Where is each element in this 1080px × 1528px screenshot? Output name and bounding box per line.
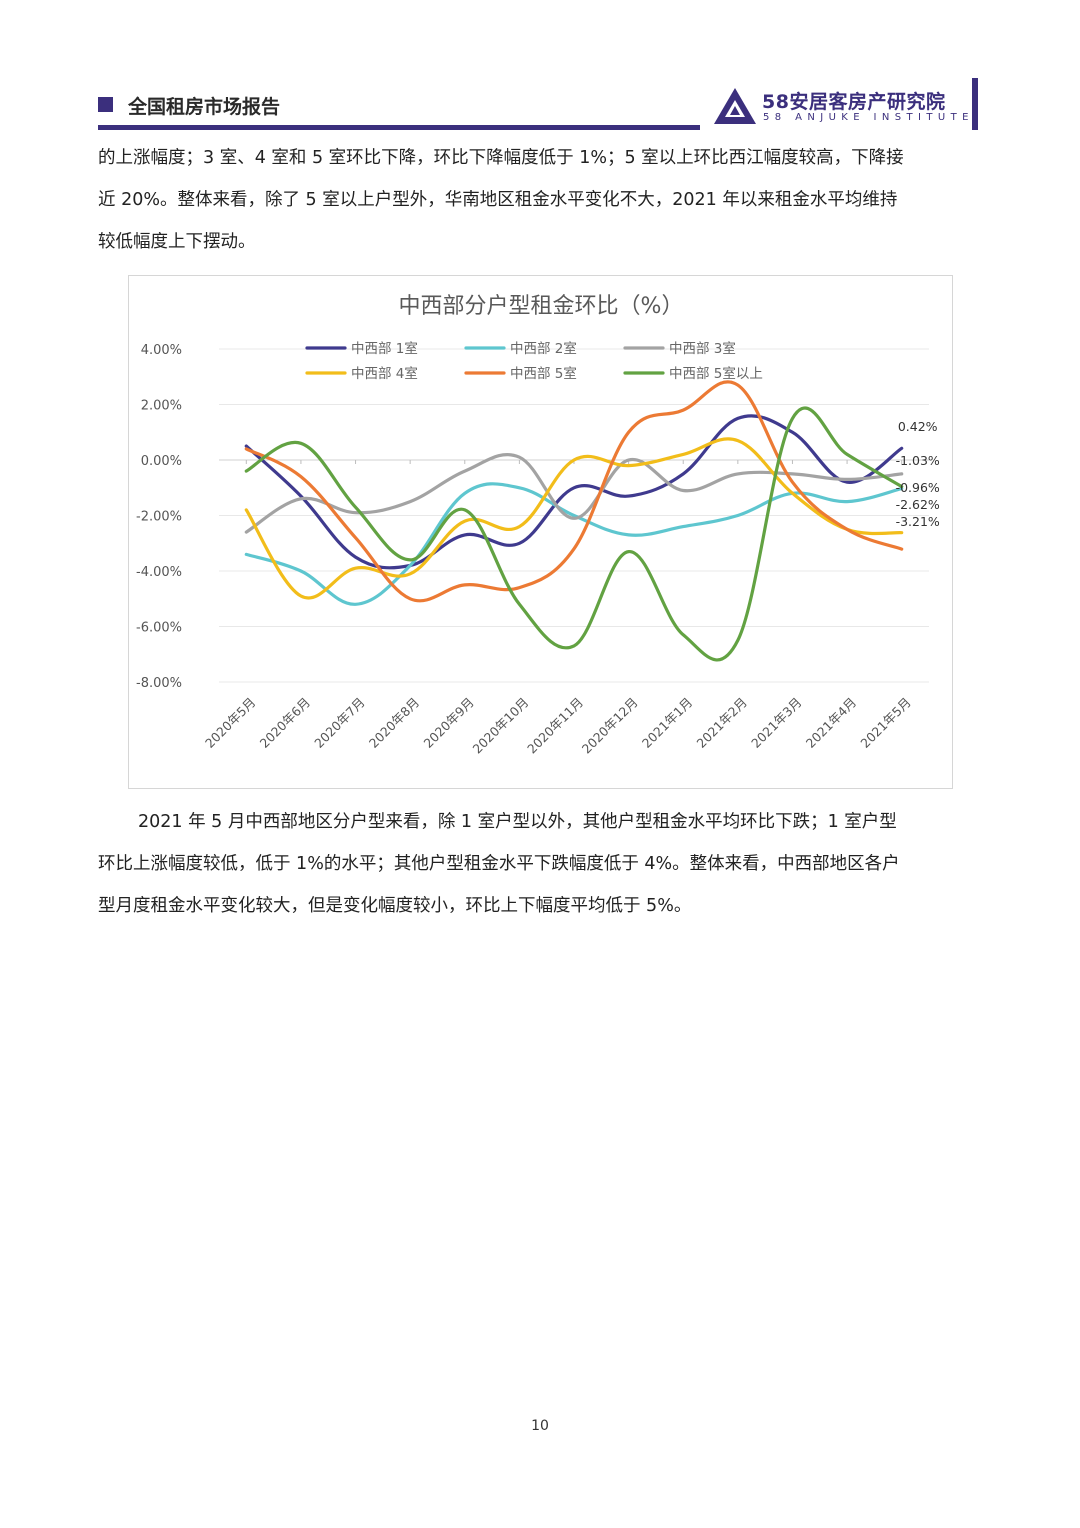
paragraph-line: 型月度租金水平变化较大，但是变化幅度较小，环比上下幅度平均低于 5%。 xyxy=(98,896,692,916)
legend-label: 中西部 3室 xyxy=(669,340,736,357)
data-label: -2.62% xyxy=(896,497,940,512)
legend-label: 中西部 5室 xyxy=(510,365,577,382)
series-line xyxy=(244,437,904,600)
data-label: -1.03% xyxy=(896,453,940,468)
data-label: -0.96% xyxy=(896,480,940,495)
x-tick-label: 2020年12月 xyxy=(579,695,641,757)
x-tick-label: 2021年5月 xyxy=(857,695,913,751)
header-title: 全国租房市场报告 xyxy=(128,96,281,118)
header-rule xyxy=(98,125,700,130)
series-line xyxy=(244,380,904,603)
y-tick-label: 0.00% xyxy=(141,454,182,469)
x-tick-label: 2020年7月 xyxy=(311,695,367,751)
paragraph-line: 的上涨幅度；3 室、4 室和 5 室环比下降，环比下降幅度低于 1%；5 室以上… xyxy=(98,148,904,168)
paragraph-line: 较低幅度上下摆动。 xyxy=(98,232,256,252)
y-tick-label: -8.00% xyxy=(136,676,182,691)
logo-vertical-bar xyxy=(972,78,978,130)
y-tick-label: -4.00% xyxy=(136,565,182,580)
x-tick-label: 2020年11月 xyxy=(524,695,586,757)
chart-y-axis: 4.00% 2.00% 0.00% -2.00% -4.00% -6.00% -8.00% xyxy=(136,343,182,691)
legend-label: 中西部 5室以上 xyxy=(669,365,763,382)
data-label: -3.21% xyxy=(896,514,940,529)
y-tick-label: -2.00% xyxy=(136,510,182,525)
chart-x-axis: 2020年5月2020年6月2020年7月2020年8月2020年9月2020年… xyxy=(202,695,914,757)
paragraph-line: 环比上涨幅度较低，低于 1%的水平；其他户型租金水平下跌幅度低于 4%。整体来看… xyxy=(98,854,900,874)
chart-series-lines xyxy=(244,380,904,662)
chart-title: 中西部分户型租金环比（%） xyxy=(399,294,684,319)
logo-english-name: 58 ANJUKE INSTITUTE xyxy=(763,112,974,123)
series-line xyxy=(244,453,904,534)
x-tick-label: 2020年5月 xyxy=(202,695,258,751)
logo-triangle-icon xyxy=(714,88,756,124)
chart-data-labels: 0.42% -1.03% -0.96% -2.62% -3.21% xyxy=(896,419,940,529)
x-tick-label: 2021年4月 xyxy=(803,695,859,751)
paragraph-top: 的上涨幅度；3 室、4 室和 5 室环比下降，环比下降幅度低于 1%；5 室以上… xyxy=(98,137,982,263)
x-tick-label: 2020年6月 xyxy=(257,695,313,751)
legend-label: 中西部 1室 xyxy=(351,340,418,357)
x-tick-label: 2021年3月 xyxy=(748,695,804,751)
data-label: 0.42% xyxy=(898,419,938,434)
page-number: 10 xyxy=(531,1418,549,1434)
legend-label: 中西部 2室 xyxy=(510,340,577,357)
x-tick-label: 2020年9月 xyxy=(420,695,476,751)
paragraph-line: 近 20%。整体来看，除了 5 室以上户型外，华南地区租金水平变化不大，2021… xyxy=(98,190,898,210)
institute-logo: 58安居客房产研究院 58 ANJUKE INSTITUTE xyxy=(710,78,978,134)
chart-svg: 中西部分户型租金环比（%） 4.00% 2.00% 0.00% -2.00% -4.00… xyxy=(136,294,940,757)
header-square-marker xyxy=(98,97,113,112)
series-line xyxy=(244,414,904,570)
page-header: 全国租房市场报告 58安居客房产研究院 58 ANJUKE INSTITUTE xyxy=(98,78,978,134)
paragraph-bottom: 2021 年 5 月中西部地区分户型来看，除 1 室户型以外，其他户型租金水平均… xyxy=(98,801,982,927)
series-line xyxy=(244,406,904,662)
y-tick-label: 2.00% xyxy=(141,399,182,414)
legend-label: 中西部 4室 xyxy=(351,365,418,382)
x-tick-label: 2021年1月 xyxy=(639,695,695,751)
rent-change-chart: 中西部分户型租金环比（%） 4.00% 2.00% 0.00% -2.00% -4.00… xyxy=(128,275,953,789)
paragraph-line: 2021 年 5 月中西部地区分户型来看，除 1 室户型以外，其他户型租金水平均… xyxy=(138,812,897,832)
logo-chinese-name: 58安居客房产研究院 xyxy=(762,91,946,113)
y-tick-label: -6.00% xyxy=(136,621,182,636)
x-tick-label: 2020年10月 xyxy=(469,695,531,757)
x-tick-label: 2021年2月 xyxy=(694,695,750,751)
x-tick-label: 2020年8月 xyxy=(366,695,422,751)
y-tick-label: 4.00% xyxy=(141,343,182,358)
